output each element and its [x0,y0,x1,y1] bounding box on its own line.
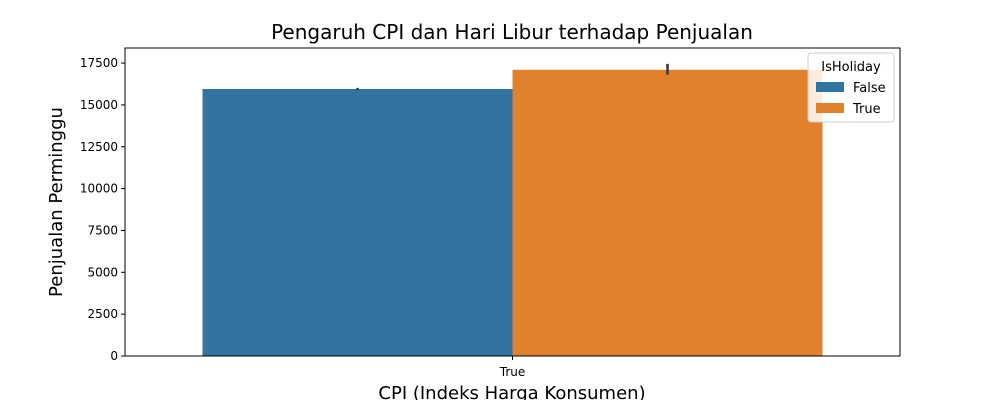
y-tick-label: 15000 [80,98,118,112]
legend: IsHoliday False True [807,52,895,123]
legend-label-true: True [852,102,881,117]
bar-true-0 [512,69,823,357]
y-tick-label: 12500 [80,140,118,154]
y-tick-label: 2500 [87,307,118,321]
y-tick-label: 5000 [87,265,118,279]
y-axis-label: Penjualan Perminggu [46,107,67,297]
legend-swatch-false [816,82,844,92]
y-tick-label: 10000 [80,182,118,196]
chart-title: Pengaruh CPI dan Hari Libur terhadap Pen… [271,20,753,44]
y-tick-label: 17500 [80,56,118,70]
x-axis-label: CPI (Indeks Harga Konsumen) [378,383,645,400]
legend-swatch-true [816,103,844,113]
bar-false-0 [202,89,513,357]
plot-area: 0 2500 5000 7500 10000 12500 15000 17500 True [80,47,901,379]
y-tick-label: 7500 [87,223,118,237]
legend-label-false: False [853,81,886,96]
legend-title: IsHoliday [821,60,881,75]
x-tick-label: True [499,365,526,379]
y-tick-label: 0 [110,349,118,363]
